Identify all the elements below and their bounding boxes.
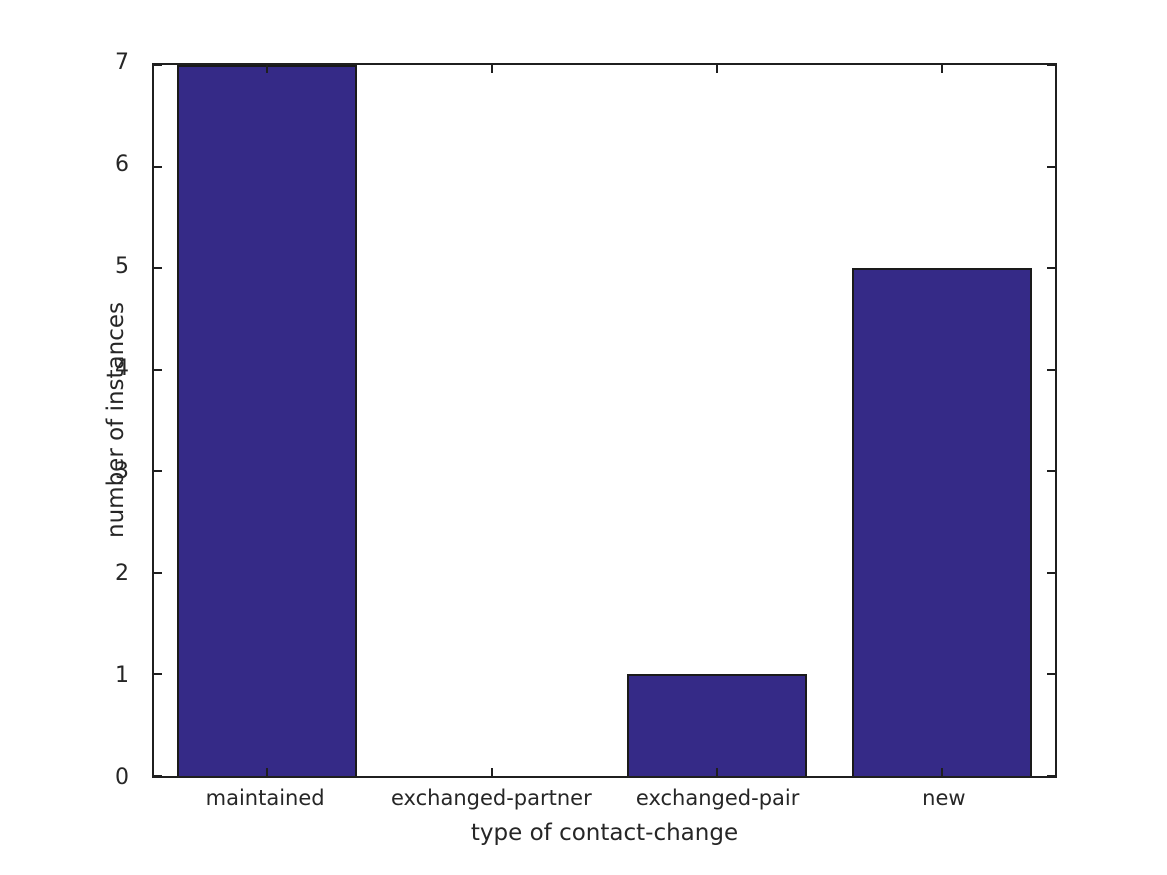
y-tick-right: [1047, 673, 1055, 676]
y-tick-left: [154, 673, 162, 676]
y-tick-left: [154, 267, 162, 270]
bar-maintained: [176, 65, 357, 776]
x-tick-top: [490, 65, 493, 73]
y-tick-label: 2: [115, 560, 129, 586]
x-tick-label-exchanged-partner: exchanged-partner: [391, 786, 592, 810]
y-tick-label: 4: [115, 356, 129, 382]
x-tick-bottom: [265, 768, 268, 776]
x-tick-bottom: [941, 768, 944, 776]
y-tick-left: [154, 368, 162, 371]
y-tick-labels: 0 1 2 3 4 5 6 7: [0, 52, 140, 789]
y-tick-left: [154, 571, 162, 574]
y-tick-right: [1047, 64, 1055, 66]
y-tick-right: [1047, 368, 1055, 371]
y-tick-right: [1047, 571, 1055, 574]
bar-exchanged-pair: [627, 674, 808, 776]
x-tick-bottom: [716, 768, 719, 776]
plot-area: [152, 63, 1057, 778]
y-tick-label: 0: [115, 765, 129, 790]
y-tick-left: [154, 470, 162, 473]
y-tick-left: [154, 165, 162, 168]
bar-new: [852, 268, 1033, 776]
y-tick-label: 7: [115, 50, 129, 75]
x-tick-label-maintained: maintained: [205, 786, 325, 810]
y-tick-label: 6: [115, 152, 129, 178]
x-tick-top: [265, 65, 268, 73]
y-tick-left: [154, 64, 162, 66]
y-tick-right: [1047, 470, 1055, 473]
x-tick-top: [716, 65, 719, 73]
x-axis-label: type of contact-change: [470, 820, 739, 846]
y-tick-left: [154, 775, 162, 777]
x-tick-bottom: [490, 768, 493, 776]
y-tick-right: [1047, 267, 1055, 270]
y-tick-label: 5: [115, 254, 129, 280]
x-tick-top: [941, 65, 944, 73]
x-tick-label-new: new: [922, 786, 966, 810]
x-tick-label-exchanged-pair: exchanged-pair: [635, 786, 800, 810]
x-tick-labels: maintained exchanged-partner exchanged-pai…: [152, 788, 1057, 818]
y-tick-label: 1: [115, 662, 129, 688]
y-tick-label: 3: [115, 458, 129, 484]
y-tick-right: [1047, 775, 1055, 777]
y-tick-right: [1047, 165, 1055, 168]
